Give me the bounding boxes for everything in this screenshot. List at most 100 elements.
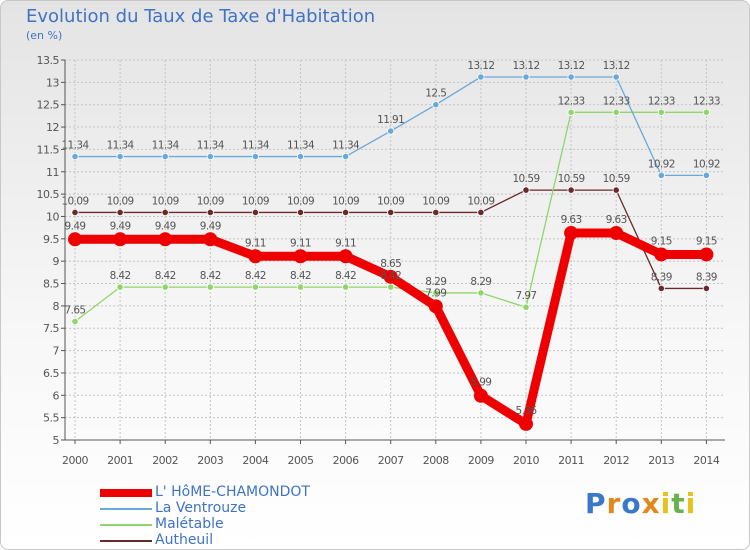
- data-point: [432, 208, 440, 217]
- data-point: [251, 152, 259, 161]
- data-label: 8.42: [110, 270, 131, 282]
- data-label: 11.34: [152, 140, 180, 152]
- data-label: 8.29: [425, 276, 446, 288]
- data-point: [477, 208, 485, 217]
- data-label: 12.33: [558, 95, 585, 107]
- grid-layer: [65, 59, 725, 441]
- data-label: 11.34: [61, 140, 89, 152]
- data-label: 12.33: [603, 95, 630, 107]
- data-label: 10.59: [603, 173, 630, 185]
- data-point: [251, 283, 259, 291]
- data-point: [161, 208, 169, 217]
- x-tick-label: 2004: [242, 454, 268, 467]
- data-label: 9.15: [696, 235, 717, 247]
- data-label: 13.12: [512, 60, 539, 72]
- x-tick-label: 2005: [288, 454, 314, 467]
- data-point: [113, 232, 128, 247]
- y-tick-label: 13: [46, 76, 59, 89]
- data-label: 11.34: [287, 140, 315, 152]
- data-point: [387, 127, 395, 135]
- data-point: [564, 226, 579, 241]
- data-point: [702, 171, 711, 179]
- data-point: [338, 249, 353, 264]
- legend-label-autheuil: Autheuil: [155, 532, 214, 548]
- legend-item-autheuil: Autheuil: [100, 532, 360, 549]
- data-point: [161, 283, 169, 291]
- data-point: [387, 208, 395, 217]
- data-label: 10.09: [107, 195, 134, 207]
- data-label: 10.59: [512, 173, 539, 185]
- data-label: 9.49: [110, 220, 131, 232]
- x-tick-label: 2006: [333, 454, 359, 467]
- data-point: [206, 208, 214, 217]
- data-label: 11.34: [107, 140, 135, 152]
- data-label: 10.09: [332, 195, 359, 207]
- y-tick-label: 9: [53, 255, 60, 268]
- y-tick-label: 11: [46, 166, 59, 179]
- y-tick-label: 7: [53, 345, 60, 358]
- y-tick-label: 10: [46, 210, 59, 223]
- data-label: 9.49: [65, 220, 86, 232]
- data-point: [699, 247, 714, 262]
- data-point: [71, 152, 79, 161]
- logo-letter: P: [585, 487, 607, 520]
- data-label: 9.63: [606, 214, 627, 226]
- data-point: [657, 171, 665, 179]
- data-point: [383, 269, 398, 284]
- x-tick-label: 2008: [423, 454, 449, 467]
- data-point: [609, 226, 624, 241]
- y-tick-label: 7.5: [43, 322, 59, 335]
- legend-label-maletable: Malétable: [155, 516, 224, 532]
- x-tick-label: 2011: [558, 454, 584, 467]
- data-point: [341, 152, 350, 161]
- data-point: [206, 283, 214, 291]
- data-point: [293, 249, 308, 264]
- data-label: 13.12: [467, 60, 494, 72]
- y-tick-label: 13.5: [37, 54, 60, 67]
- data-label: 10.09: [61, 195, 88, 207]
- legend-label-la-ventrouze: La Ventrouze: [155, 500, 247, 516]
- data-point: [71, 317, 79, 326]
- y-tick-label: 11.5: [37, 143, 60, 156]
- chart-title: Evolution du Taux de Taxe d'Habitation: [26, 6, 376, 27]
- data-labels-layer: 10.09 10.09 10.09 10.09 10.09 10.09 10.09 10.09…: [61, 60, 720, 417]
- data-label: 10.09: [377, 195, 404, 207]
- logo-letter: r: [606, 487, 622, 520]
- data-label: 9.11: [335, 237, 356, 249]
- data-label: 10.09: [152, 195, 179, 207]
- data-label: 8.42: [200, 270, 221, 282]
- data-point: [161, 152, 169, 161]
- data-label: 12.5: [425, 88, 446, 100]
- legend-item-maletable: Malétable: [100, 516, 360, 533]
- data-point: [71, 208, 79, 217]
- y-tick-label: 12: [46, 121, 59, 134]
- logo-letter: o: [621, 487, 642, 520]
- y-tick-label: 5.5: [43, 412, 59, 425]
- data-label: 9.11: [245, 237, 266, 249]
- data-point: [432, 101, 440, 109]
- x-tick-label: 2001: [107, 454, 133, 467]
- data-point: [702, 284, 711, 293]
- y-tick-label: 12.5: [37, 99, 60, 112]
- data-label: 10.92: [693, 158, 720, 170]
- data-point: [612, 186, 620, 194]
- data-label: 13.12: [603, 60, 630, 72]
- logo-letter: t: [671, 487, 686, 520]
- logo-letter: x: [641, 487, 661, 520]
- data-point: [206, 152, 214, 161]
- data-point: [657, 108, 665, 116]
- data-label: 12.33: [693, 95, 720, 107]
- data-point: [657, 284, 665, 293]
- y-tick-label: 6: [53, 389, 60, 402]
- x-tick-label: 2007: [378, 454, 404, 467]
- data-point: [296, 152, 305, 161]
- data-label: 5.36: [516, 405, 538, 417]
- data-point: [248, 249, 263, 264]
- data-point: [567, 108, 575, 116]
- data-point: [654, 247, 669, 262]
- data-label: 11.34: [242, 140, 270, 152]
- data-point: [519, 416, 533, 431]
- x-tick-label: 2012: [603, 454, 629, 467]
